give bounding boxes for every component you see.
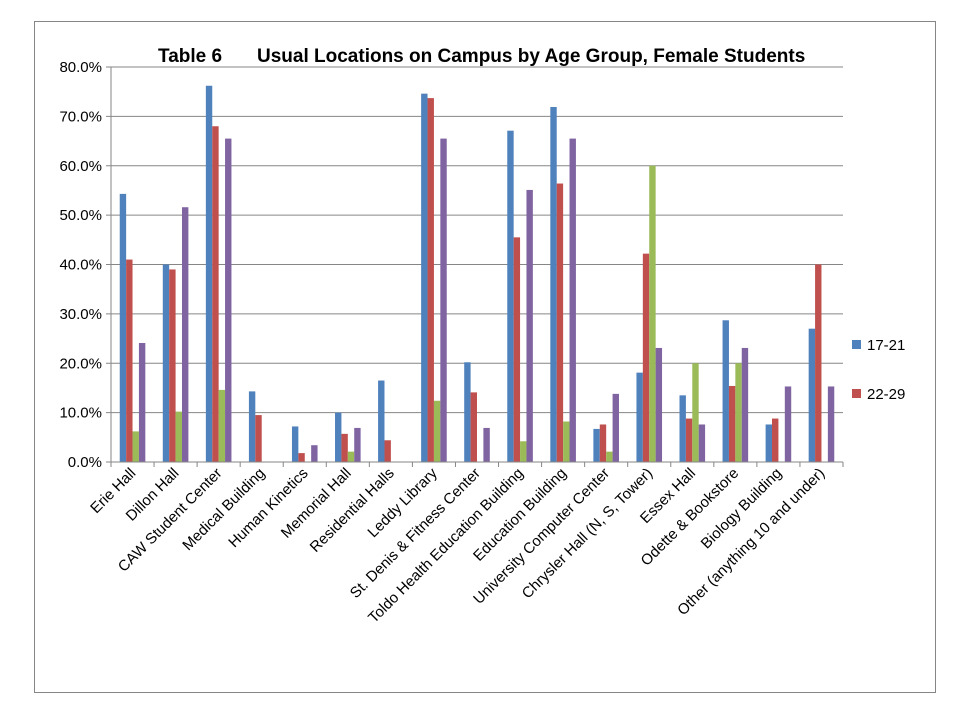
bar: [225, 138, 232, 462]
bar: [735, 363, 742, 462]
bar: [175, 411, 182, 462]
y-tick-label: 0.0%: [68, 454, 102, 471]
bar: [649, 165, 656, 462]
chart-title-prefix: Table 6: [158, 46, 222, 67]
bar: [212, 126, 219, 462]
bar: [162, 264, 170, 462]
bar: [311, 445, 318, 462]
bar: [341, 433, 348, 462]
bar: [384, 440, 391, 462]
bar: [218, 389, 226, 462]
bar: [698, 424, 706, 462]
bar: [612, 393, 619, 462]
bar: [569, 138, 576, 462]
y-tick-label: 80.0%: [59, 59, 102, 76]
legend-label: 17-21: [867, 337, 905, 354]
bar: [126, 259, 133, 462]
bar: [741, 347, 749, 462]
y-axis-ticks: 0.0% 10.0% 20.0% 30.0% 40.0% 50.0% 60.0% 70.0% 8…: [59, 59, 111, 471]
bar: [520, 441, 527, 462]
chart-svg: Table 6 Usual Locations on Campus by Age…: [59, 46, 905, 627]
bar: [421, 93, 428, 462]
bar: [470, 392, 477, 462]
bar: [526, 189, 533, 462]
chart-title: Table 6 Usual Locations on Campus by Age…: [158, 46, 805, 67]
bar: [298, 453, 305, 462]
bar: [563, 421, 570, 462]
y-tick-label: 60.0%: [59, 158, 102, 175]
legend-swatch: [852, 389, 861, 398]
bar: [513, 237, 521, 462]
bar: [784, 386, 792, 462]
bar: [692, 363, 699, 462]
legend: 17-21 22-29: [852, 337, 905, 403]
axes: [110, 67, 843, 463]
y-tick-label: 10.0%: [59, 405, 102, 422]
bar: [827, 386, 835, 462]
bar: [291, 426, 299, 462]
bar: [685, 418, 693, 462]
bar: [550, 106, 557, 463]
legend-swatch: [852, 340, 861, 349]
bar: [378, 380, 385, 462]
bar: [507, 130, 514, 462]
bar: [556, 183, 564, 462]
bar: [815, 264, 822, 462]
bar: [205, 85, 213, 462]
x-tick-label: Toldo Health Education Building: [365, 465, 527, 627]
bar: [440, 138, 447, 462]
bar: [169, 269, 176, 462]
bar: [599, 424, 607, 462]
y-tick-label: 30.0%: [59, 306, 102, 323]
bar: [248, 391, 256, 462]
bar: [335, 412, 342, 463]
bar: [433, 400, 441, 462]
y-tick-label: 20.0%: [59, 355, 102, 372]
legend-label: 22-29: [867, 386, 905, 403]
bar: [464, 362, 471, 462]
bar: [636, 372, 643, 462]
y-tick-label: 40.0%: [59, 257, 102, 274]
bar: [772, 418, 779, 462]
bar: [427, 98, 434, 463]
bar: [722, 320, 729, 462]
bar: [255, 415, 262, 462]
chart-title-main: Usual Locations on Campus by Age Group, …: [257, 46, 805, 67]
bar: [728, 385, 736, 462]
bar: [593, 428, 600, 462]
bar: [347, 451, 355, 462]
y-tick-label: 70.0%: [59, 108, 102, 125]
bar: [765, 424, 773, 462]
bar: [138, 343, 146, 462]
bar: [483, 427, 490, 462]
bar: [119, 193, 127, 462]
bar: [808, 328, 816, 462]
bar: [354, 427, 361, 462]
chart-frame: Table 6 Usual Locations on Campus by Age…: [34, 21, 936, 693]
bar: [642, 253, 650, 462]
bar: [655, 347, 663, 462]
gridlines: [111, 66, 843, 414]
bar: [606, 451, 613, 462]
bar: [679, 395, 686, 462]
bars: [119, 85, 835, 463]
bar: [132, 431, 139, 462]
bar: [181, 207, 189, 462]
y-tick-label: 50.0%: [59, 207, 102, 224]
